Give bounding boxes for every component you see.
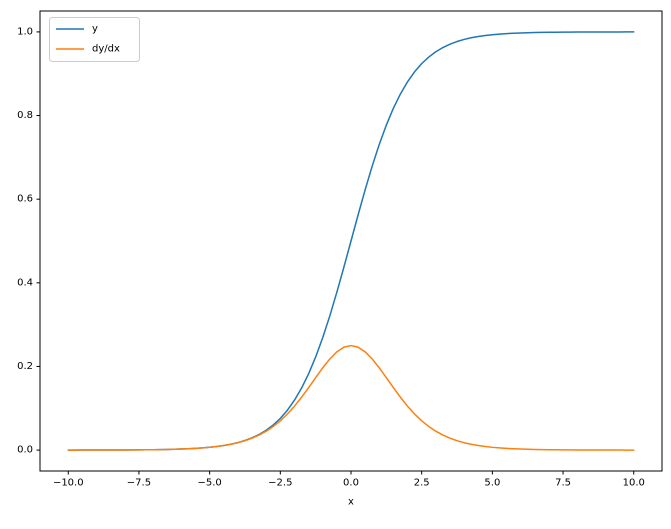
x-tick-label: −2.5 — [268, 477, 292, 488]
x-tick-label: 7.5 — [555, 477, 571, 488]
x-tick-label: 10.0 — [623, 477, 645, 488]
y-tick-label: 0.8 — [17, 110, 33, 121]
x-tick-label: 5.0 — [484, 477, 500, 488]
x-tick-label: 2.5 — [414, 477, 430, 488]
y-tick-label: 0.4 — [17, 277, 33, 288]
series-line-y — [67, 31, 635, 451]
y-tick-label: 0.2 — [17, 361, 33, 372]
y-tick-label: 0.0 — [17, 445, 33, 456]
x-tick-label: −10.0 — [53, 477, 84, 488]
y-tick-label: 1.0 — [17, 26, 33, 37]
legend-label-dy-dx: dy/dx — [92, 44, 120, 55]
legend-label-y: y — [92, 24, 98, 35]
legend: y dy/dx — [49, 17, 140, 62]
x-tick-label: 0.0 — [343, 477, 359, 488]
x-axis-label: x — [348, 496, 354, 507]
series-line-dy-dx — [67, 344, 635, 451]
x-tick-label: −5.0 — [197, 477, 221, 488]
y-tick-label: 0.6 — [17, 194, 33, 205]
x-tick-label: −7.5 — [127, 477, 151, 488]
